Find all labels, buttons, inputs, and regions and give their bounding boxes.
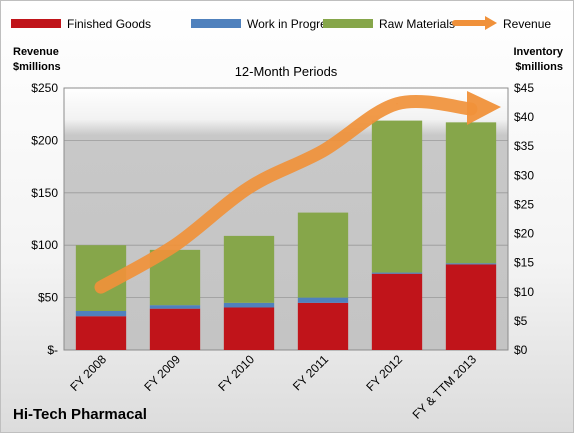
- legend-arrow-icon: [485, 16, 497, 30]
- bar-raw-materials: [297, 212, 349, 298]
- revenue-point: [248, 187, 250, 189]
- category-label: FY 2011: [290, 352, 331, 393]
- right-tick-label: $40: [514, 110, 534, 124]
- bar-raw-materials: [223, 235, 275, 303]
- bar-raw-materials: [371, 120, 423, 273]
- right-tick-label: $10: [514, 285, 534, 299]
- right-axis-title-line2: $millions: [515, 61, 563, 73]
- plot-border: [63, 87, 509, 351]
- left-axis-title-line1: Revenue: [13, 46, 59, 58]
- right-tick-label: $20: [514, 227, 534, 241]
- left-tick-label: $150: [31, 186, 58, 200]
- revenue-point: [396, 103, 398, 105]
- left-tick-label: $100: [31, 238, 58, 252]
- chart-title: 12-Month Periods: [235, 64, 338, 79]
- left-tick-label: $200: [31, 133, 58, 147]
- right-axis-title-line1: Inventory: [513, 46, 563, 58]
- legend-swatch-raw-materials: [323, 19, 373, 28]
- bar-raw-materials: [445, 122, 497, 264]
- bar-finished-goods: [297, 302, 349, 350]
- revenue-arrowhead: [467, 90, 501, 125]
- right-tick-label: $30: [514, 168, 534, 182]
- legend-label: Raw Materials: [379, 17, 455, 31]
- bar-work-in-progress: [445, 263, 497, 265]
- category-label: FY & TTM 2013: [410, 352, 480, 422]
- left-axis-title-line2: $millions: [13, 61, 61, 73]
- bar-work-in-progress: [297, 297, 349, 303]
- right-tick-label: $15: [514, 256, 534, 270]
- bar-work-in-progress: [75, 310, 127, 317]
- left-tick-label: $-: [47, 343, 58, 357]
- revenue-line: [94, 94, 478, 294]
- bar-work-in-progress: [223, 302, 275, 308]
- bar-finished-goods: [223, 307, 275, 350]
- bar-finished-goods: [371, 273, 423, 350]
- category-label: FY 2010: [215, 352, 257, 394]
- legend-label: Work in Progress: [247, 17, 339, 31]
- legend-label: Revenue: [503, 17, 551, 31]
- left-tick-label: $250: [31, 81, 58, 95]
- legend-label: Finished Goods: [67, 17, 151, 31]
- right-tick-label: $35: [514, 139, 534, 153]
- company-name: Hi-Tech Pharmacal: [13, 406, 147, 423]
- revenue-point: [174, 244, 176, 246]
- right-tick-label: $25: [514, 197, 534, 211]
- legend-swatch-finished-goods: [11, 19, 61, 28]
- category-label: FY 2008: [67, 352, 109, 394]
- revenue-point: [322, 150, 324, 152]
- legend-swatch-work-in-progress: [191, 19, 241, 28]
- right-tick-label: $0: [514, 343, 528, 357]
- bar-finished-goods: [445, 264, 497, 350]
- left-tick-label: $50: [38, 291, 58, 305]
- category-label: FY 2009: [141, 352, 183, 394]
- revenue-point: [100, 286, 102, 288]
- bar-finished-goods: [149, 308, 201, 350]
- bar-work-in-progress: [371, 272, 423, 274]
- revenue-point: [470, 108, 472, 110]
- plot-area: [64, 88, 508, 350]
- right-tick-label: $45: [514, 81, 534, 95]
- right-tick-label: $5: [514, 314, 528, 328]
- bar-finished-goods: [75, 316, 127, 350]
- bar-work-in-progress: [149, 305, 201, 309]
- category-label: FY 2012: [363, 352, 405, 394]
